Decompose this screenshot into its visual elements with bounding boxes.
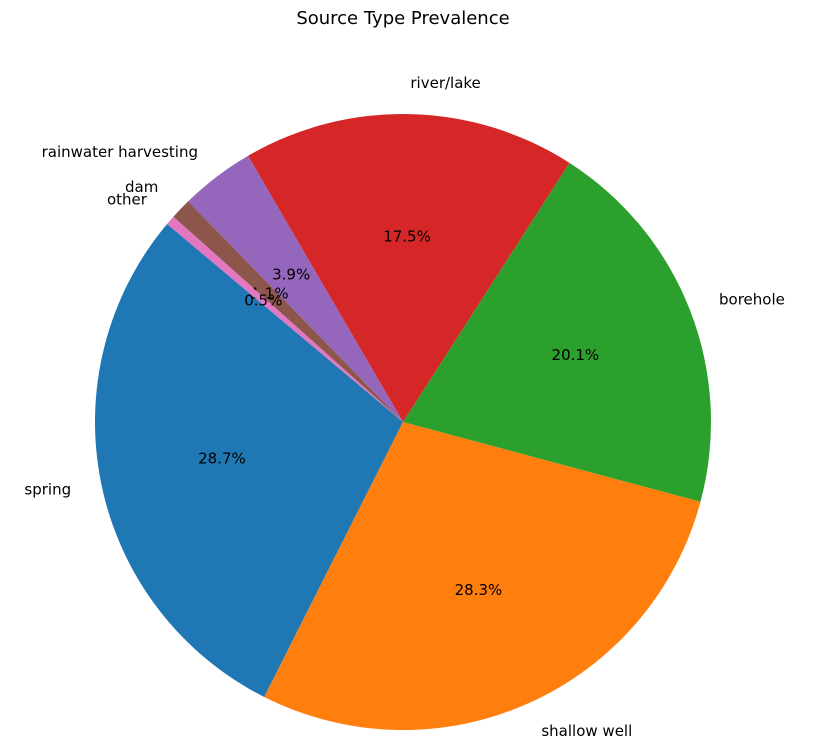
slice-label-river-lake: river/lake xyxy=(410,74,480,92)
pie-slice-spring xyxy=(95,224,403,697)
slice-pct-label-borehole: 20.1% xyxy=(552,346,600,364)
slice-pct-label-shallow-well: 28.3% xyxy=(455,581,503,599)
slice-label-other: other xyxy=(107,191,148,209)
slice-pct-label-rainwater-harvesting: 3.9% xyxy=(272,265,310,283)
slice-pct-label-river-lake: 17.5% xyxy=(383,228,431,246)
pie-slice-borehole xyxy=(403,162,711,502)
slice-pct-label-spring: 28.7% xyxy=(198,450,246,468)
slice-label-spring: spring xyxy=(24,481,71,499)
slice-label-dam: dam xyxy=(125,178,158,196)
chart-title: Source Type Prevalence xyxy=(296,8,510,29)
pie-slice-other xyxy=(167,216,403,422)
pie-slice-shallow-well xyxy=(264,422,701,730)
slice-label-rainwater-harvesting: rainwater harvesting xyxy=(42,143,198,161)
slice-label-borehole: borehole xyxy=(719,290,785,308)
pie-slice-rainwater-harvesting xyxy=(188,155,403,422)
pie-slice-dam xyxy=(173,201,403,422)
slice-pct-label-other: 0.5% xyxy=(244,292,282,310)
slice-label-shallow-well: shallow well xyxy=(541,722,632,740)
pie-slice-river-lake xyxy=(247,114,570,423)
